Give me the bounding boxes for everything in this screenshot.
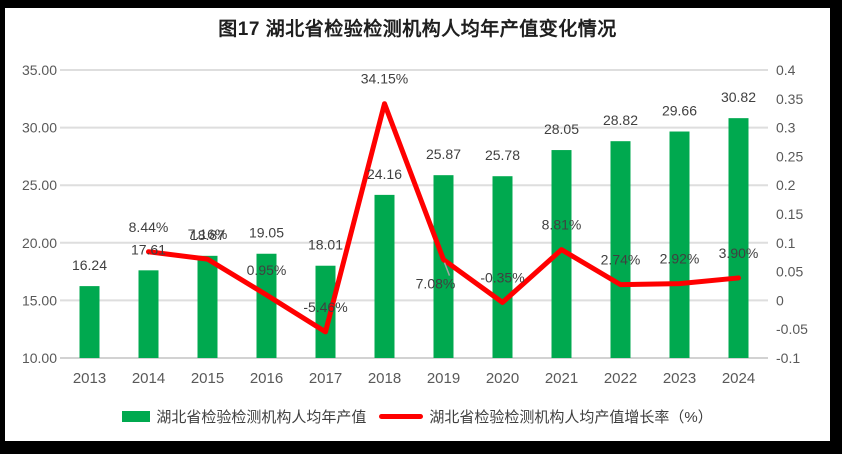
bar-2021 — [551, 150, 572, 358]
chart-legend: 湖北省检验检测机构人均年产值 湖北省检验检测机构人均产值增长率（%） — [5, 406, 830, 427]
bar-data-label: 16.24 — [72, 257, 107, 273]
bar-2023 — [669, 131, 690, 358]
bar-data-label: 17.61 — [131, 241, 166, 257]
line-data-label: -5.46% — [303, 299, 347, 315]
bar-data-label: 29.66 — [662, 103, 697, 119]
bar-2016 — [256, 253, 277, 358]
growth-rate-line — [146, 101, 741, 335]
line-data-label: 7.08% — [416, 276, 456, 292]
y-axis-right-tick: 0.25 — [776, 148, 803, 164]
legend-label-line-series: 湖北省检验检测机构人均产值增长率（%） — [429, 409, 713, 426]
bar-data-label: 25.78 — [485, 147, 520, 163]
x-axis-label: 2024 — [722, 370, 755, 387]
bar-data-label: 18.87 — [190, 227, 225, 243]
chart-panel: 图17 湖北省检验检测机构人均年产值变化情况 35.00 30.00 25.00 20… — [5, 8, 830, 441]
bar-2022 — [610, 141, 631, 358]
y-axis-right-tick: 0.1 — [776, 235, 796, 251]
y-axis-right-tick: 0.05 — [776, 264, 803, 280]
x-axis-label: 2016 — [250, 370, 283, 387]
x-axis-label: 2013 — [73, 370, 106, 387]
line-data-label: 7.16% — [188, 226, 228, 242]
bar-data-label: 19.05 — [249, 225, 284, 241]
bar-2020 — [492, 176, 513, 358]
bar-2013 — [79, 286, 100, 358]
y-axis-right-tick: 0.4 — [776, 62, 796, 78]
y-axis-left-tick: 35.00 — [22, 62, 57, 78]
bar-2017 — [315, 265, 336, 358]
bar-2015 — [197, 255, 218, 358]
bar-2014 — [138, 270, 159, 358]
y-axis-left-tick: 25.00 — [22, 177, 57, 193]
y-axis-left-tick: 20.00 — [22, 235, 57, 251]
line-data-label: 8.44% — [129, 219, 169, 235]
line-data-label: 3.90% — [719, 245, 759, 261]
bar-swatch-icon — [122, 411, 151, 422]
line-data-label: 0.95% — [247, 262, 287, 278]
y-axis-right-tick: 0.2 — [776, 177, 796, 193]
y-axis-right-tick: 0.35 — [776, 91, 803, 107]
label-leader-line — [443, 262, 451, 276]
bar-2019 — [433, 175, 454, 358]
y-axis-right-tick: -0.1 — [776, 350, 800, 366]
bar-data-label: 24.16 — [367, 166, 402, 182]
y-axis-left-tick: 15.00 — [22, 292, 57, 308]
bar-2018 — [374, 194, 395, 358]
x-axis-label: 2017 — [309, 370, 342, 387]
bar-data-label: 30.82 — [721, 89, 756, 105]
x-axis-label: 2023 — [663, 370, 696, 387]
x-axis-label: 2022 — [604, 370, 637, 387]
y-axis-left-tick: 30.00 — [22, 120, 57, 136]
legend-item-line-series: 湖北省检验检测机构人均产值增长率（%） — [379, 406, 713, 427]
line-data-label: 2.92% — [660, 251, 700, 267]
y-axis-left-tick: 10.00 — [22, 350, 57, 366]
chart-title: 图17 湖北省检验检测机构人均年产值变化情况 — [218, 19, 617, 40]
line-data-label: 2.74% — [601, 252, 641, 268]
legend-label-bar-series: 湖北省检验检测机构人均年产值 — [156, 409, 367, 426]
x-axis-label: 2014 — [132, 370, 165, 387]
bar-2024 — [728, 118, 749, 359]
line-data-label: 8.81% — [542, 217, 582, 233]
y-axis-right-tick: -0.05 — [776, 321, 808, 337]
bar-data-label: 28.05 — [544, 121, 579, 137]
x-axis-label: 2015 — [191, 370, 224, 387]
combo-chart: 35.00 30.00 25.00 20.00 15.00 10.00 0.4 0.35 0.3… — [22, 62, 808, 387]
bar-data-label: 28.82 — [603, 112, 638, 128]
x-axis-label: 2021 — [545, 370, 578, 387]
bar-data-label: 25.87 — [426, 146, 461, 162]
y-axis-right-tick: 0.3 — [776, 120, 796, 136]
bar-data-label: 18.01 — [308, 237, 343, 253]
line-data-label: -0.35% — [480, 269, 524, 285]
line-swatch-icon — [379, 414, 424, 419]
x-axis-label: 2018 — [368, 370, 401, 387]
legend-item-bar-series: 湖北省检验检测机构人均年产值 — [122, 406, 366, 427]
x-axis-label: 2020 — [486, 370, 519, 387]
y-axis-right-tick: 0 — [776, 292, 784, 308]
y-axis-right-tick: 0.15 — [776, 206, 803, 222]
x-axis-label: 2019 — [427, 370, 460, 387]
line-data-label: 34.15% — [361, 71, 408, 87]
